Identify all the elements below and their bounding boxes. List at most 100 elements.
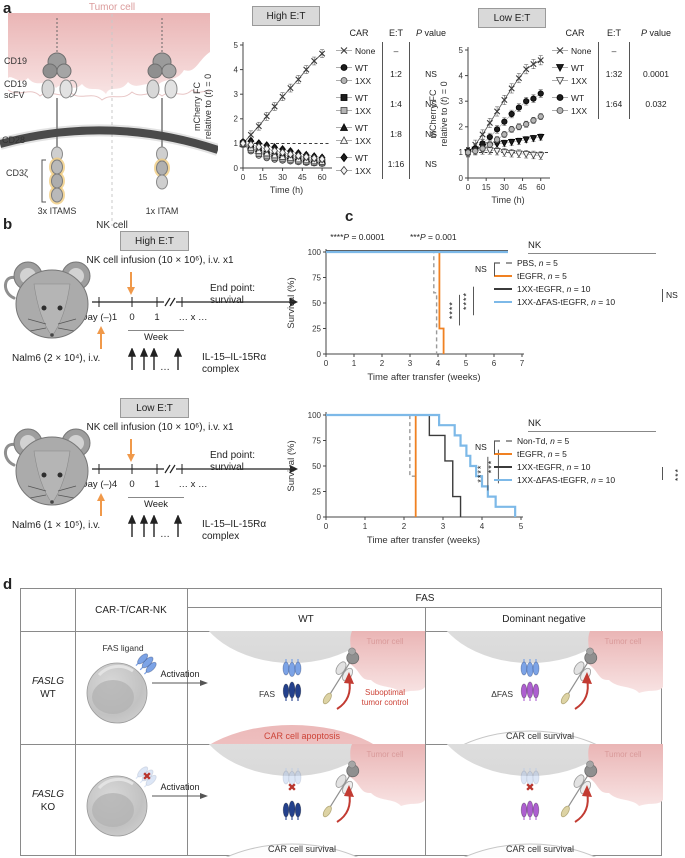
header-wt: WT [298, 613, 314, 625]
legend-car-label: None [571, 45, 592, 56]
itams-3x-label: 3x ITAMS [38, 206, 77, 216]
legend-car-label: 1XX [355, 135, 372, 146]
car-cell-top [446, 631, 614, 663]
legend-car-label: WT [355, 152, 369, 163]
tumor-cell-label: Tumor cell [604, 750, 641, 759]
legend-ns-bracket: NS [475, 262, 496, 276]
legend-row: WT [336, 122, 382, 133]
legend-et-value: 1:2 [382, 59, 410, 89]
legend-title-nk: NK [528, 240, 656, 254]
marker-x-icon [552, 47, 568, 54]
scene-svg: Tumor cell ✖ CAR cell survival [446, 744, 663, 857]
marker-circle_black-icon [552, 94, 568, 101]
svg-text:***P = 0.001: ***P = 0.001 [410, 232, 457, 242]
legend-car-label: WT [571, 92, 585, 103]
legend-row: None [552, 45, 598, 56]
legend-car-label: 1XX [355, 75, 372, 86]
endpoint-text: End point: survival [210, 283, 256, 306]
legend-label: 1XX-tEGFR, n = 10 [517, 283, 591, 294]
cd19-scfv-label-2: scFV [4, 90, 25, 100]
legend-line-swatch [494, 452, 512, 455]
legend-header-pvalue: P value [640, 28, 672, 38]
cd19-scfv-label-1: CD19 [4, 79, 27, 89]
marker-diamond_black-icon [336, 152, 352, 163]
legend-car-label: WT [571, 62, 585, 73]
legend-row: WT [552, 92, 598, 103]
legend-car-label: WT [355, 122, 369, 133]
legend-row: PBS, n = 5 [494, 256, 684, 269]
legend-p-value: 0.0001 [643, 69, 669, 79]
svg-text:4: 4 [459, 71, 464, 80]
legend-et-value: 1:8 [382, 119, 410, 149]
legend-et-value: 1:64 [598, 89, 630, 119]
legend-sig-bracket: NS [662, 288, 678, 302]
svg-text:mCherry FC: mCherry FC [428, 89, 438, 138]
svg-text:5: 5 [464, 359, 469, 368]
svg-text:25: 25 [312, 324, 321, 333]
svg-text:50: 50 [312, 299, 321, 308]
tumor-cell-region [8, 13, 210, 94]
legend-car-label: 1XX [355, 165, 372, 176]
header-dn: Dominant negative [502, 613, 586, 625]
svg-text:3: 3 [408, 359, 413, 368]
legend-row: 1XX-tEGFR, n = 10 [494, 282, 684, 295]
legend-marker-rows: WT 1XX [552, 89, 598, 119]
timeline [92, 297, 298, 307]
cd19-label: CD19 [4, 56, 27, 66]
ko-x-icon: ✖ [287, 782, 296, 794]
legend-row: 1XX [552, 75, 598, 86]
il15-label: IL-15–IL-15Rα complex [202, 352, 267, 375]
legend-row: 1XX [336, 165, 382, 176]
low-et-condition-box: Low E:T [120, 398, 189, 418]
legend-et-value: – [598, 42, 630, 59]
dfas-receptor-icon [520, 681, 540, 702]
legend-row: 1XX-tEGFR, n = 10 [494, 460, 684, 473]
header-car: CAR-T/CAR-NK [95, 604, 167, 616]
marker-tri_down_black-icon [552, 64, 568, 72]
svg-text:0: 0 [241, 173, 246, 182]
legend-p-value: NS [425, 69, 437, 79]
car-cell-scene-row1: FAS ligand Activation [75, 631, 208, 744]
scene-svg: Tumor cell ✖ CAR cell survival [208, 744, 425, 857]
legend-et-value: 1:4 [382, 89, 410, 119]
table-vline [75, 589, 76, 855]
high-et-legend: CAR E:T P value None – WT 1XX 1:2 NS WT 1XX 1:4 NS WT… [336, 28, 452, 179]
svg-text:1: 1 [459, 148, 464, 157]
svg-text:6: 6 [492, 359, 497, 368]
legend-row: 1XX [552, 105, 598, 116]
cd28-label: CD28 [2, 135, 25, 145]
svg-text:Survival (%): Survival (%) [286, 440, 297, 491]
marker-x-icon [336, 47, 352, 54]
legend-header-et: E:T [388, 28, 403, 38]
ko-x-icon: ✖ [525, 782, 534, 794]
legend-line-swatch [494, 287, 512, 290]
high-et-condition-box: High E:T [120, 231, 189, 251]
svg-text:4: 4 [480, 522, 485, 531]
car-cell-icon: FAS ligand [86, 643, 160, 724]
legend-header-car: CAR [565, 28, 585, 38]
tumor-inject-arrow-icon [97, 493, 105, 516]
panel-a-label: a [3, 0, 12, 17]
marker-square_gray-icon [336, 107, 352, 114]
legend-row: WT [336, 152, 382, 163]
svg-text:****P = 0.0001: ****P = 0.0001 [330, 232, 385, 242]
panel-d-table: FAS CAR-T/CAR-NK WT Dominant negative FA… [20, 588, 663, 857]
svg-text:0: 0 [324, 359, 329, 368]
mouse-illustration [4, 428, 91, 506]
legend-label: 1XX-tEGFR, n = 10 [517, 461, 591, 472]
car-cell-icon: ✖ [86, 763, 160, 837]
caption-survival: CAR cell survival [506, 844, 574, 854]
svg-text:0: 0 [317, 513, 322, 522]
tumor-cell-blob [586, 744, 663, 806]
svg-text:2: 2 [234, 115, 239, 124]
legend-line-swatch [494, 439, 512, 442]
day-label: Day (–)4 [80, 479, 118, 490]
panel-c-label: c [345, 208, 354, 225]
svg-text:0: 0 [234, 164, 239, 173]
legend-line-swatch [494, 465, 512, 468]
infusion-arrow-icon [127, 439, 135, 462]
svg-text:0: 0 [324, 522, 329, 531]
legend-label: tEGFR, n = 5 [517, 270, 567, 281]
legend-header-car: CAR [349, 28, 369, 38]
